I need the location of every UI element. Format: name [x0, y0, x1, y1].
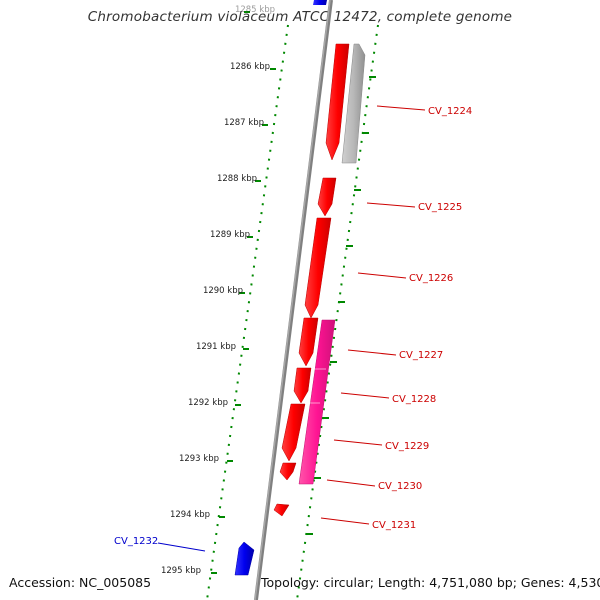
tick-label-1285: 1285 kbp — [235, 5, 275, 15]
tick-label-1289: 1289 kbp — [210, 230, 250, 240]
gene-cv-1224-reverse[interactable] — [341, 43, 366, 164]
gene-cv-1225[interactable] — [317, 177, 337, 217]
gene-cv-1227-reverse[interactable] — [298, 319, 336, 485]
gene-cv-1224-forward[interactable] — [325, 43, 350, 161]
gene-labels: CV_1224 CV_1225 CV_1226 CV_1227 CV_1228 … — [114, 106, 472, 547]
topology-text: Topology: circular; Length: 4,751,080 bp… — [261, 575, 600, 590]
gene-cv-1231[interactable] — [273, 503, 290, 517]
gene-cv-1229[interactable] — [281, 403, 306, 462]
inner-dotted-ring — [206, 24, 289, 600]
tick-label-1286: 1286 kbp — [230, 62, 270, 72]
tick-label-1292: 1292 kbp — [188, 398, 228, 408]
gene-label-cv-1229[interactable]: CV_1229 — [385, 441, 429, 452]
map-title: Chromobacterium violaceum ATCC 12472, co… — [87, 9, 513, 25]
tick-label-1288: 1288 kbp — [217, 174, 257, 184]
gene-cv-1230[interactable] — [279, 462, 297, 481]
gene-label-cv-1226[interactable]: CV_1226 — [409, 273, 453, 284]
gene-cv-1226[interactable] — [304, 217, 332, 319]
blue-feature-top[interactable] — [313, 0, 327, 5]
inner-tick-marks — [211, 11, 276, 574]
label-connectors — [157, 105, 426, 552]
gene-label-cv-1228[interactable]: CV_1228 — [392, 394, 436, 405]
gene-label-cv-1224[interactable]: CV_1224 — [428, 106, 472, 117]
gene-label-cv-1232[interactable]: CV_1232 — [114, 536, 158, 547]
tick-label-1287: 1287 kbp — [224, 118, 264, 128]
gene-label-cv-1225[interactable]: CV_1225 — [418, 202, 462, 213]
gene-cv-1228[interactable] — [293, 367, 312, 404]
outer-tick-marks — [306, 76, 376, 535]
tick-label-1295: 1295 kbp — [161, 566, 201, 576]
gene-label-cv-1230[interactable]: CV_1230 — [378, 481, 422, 492]
tick-labels: 1285 kbp 1286 kbp 1287 kbp 1288 kbp 1289… — [161, 5, 275, 576]
gene-cv-1232[interactable] — [234, 541, 255, 576]
gene-label-cv-1227[interactable]: CV_1227 — [399, 350, 443, 361]
tick-label-1293: 1293 kbp — [179, 454, 219, 464]
gene-label-cv-1231[interactable]: CV_1231 — [372, 520, 416, 531]
gene-cv-1227-forward[interactable] — [298, 317, 319, 367]
tick-label-1290: 1290 kbp — [203, 286, 243, 296]
tick-label-1294: 1294 kbp — [170, 510, 210, 520]
accession-text: Accession: NC_005085 — [9, 575, 152, 590]
tick-label-1291: 1291 kbp — [196, 342, 236, 352]
genome-backbone — [254, 0, 333, 600]
